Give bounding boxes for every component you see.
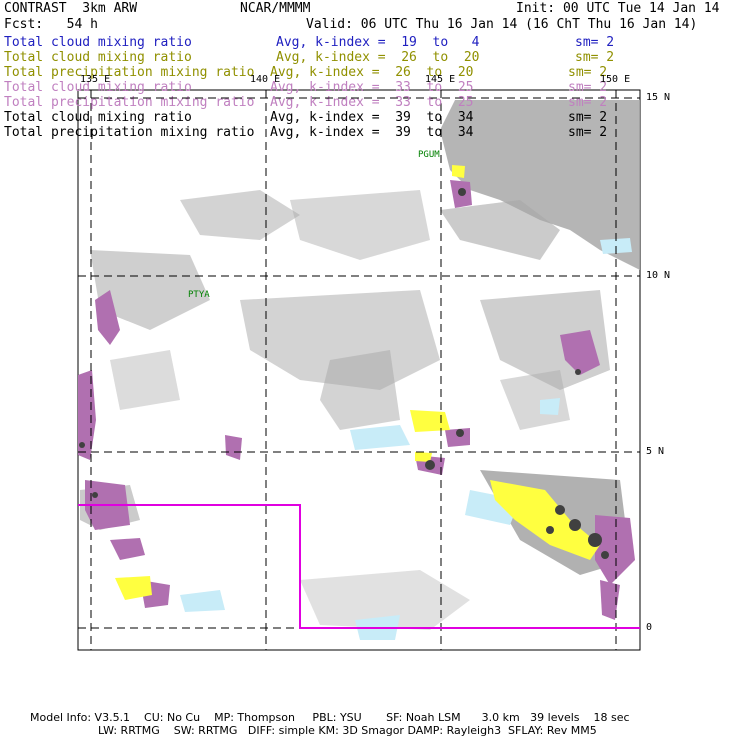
legend-sm-1: sm= 2	[575, 35, 615, 50]
station-pgum: PGUM	[418, 150, 440, 160]
legend-field-5: Total precipitation mixing ratio	[4, 95, 255, 110]
station-ptya: PTYA	[188, 290, 210, 300]
model-title: CONTRAST 3km ARW	[4, 1, 138, 16]
cloud-cyan-field	[180, 238, 632, 640]
legend-avg-3: Avg, k-index = 26 to 20	[270, 65, 474, 80]
lon-label-150: 150 E	[600, 74, 631, 85]
legend-sm-2: sm= 2	[575, 50, 615, 65]
legend-sm-3: sm= 2	[568, 65, 608, 80]
model-info-line-2: LW: RRTMG SW: RRTMG DIFF: simple KM: 3D …	[98, 724, 597, 737]
legend-field-7: Total precipitation mixing ratio	[4, 125, 255, 140]
precip-dark-cores	[79, 188, 609, 559]
legend-sm-4: sm= 2	[568, 80, 608, 95]
legend-avg-7: Avg, k-index = 39 to 34	[270, 125, 474, 140]
legend-field-3: Total precipitation mixing ratio	[4, 65, 255, 80]
lon-label-140: 140 E	[250, 74, 281, 85]
lat-label-0: 0	[646, 622, 653, 633]
model-info-line-1: Model Info: V3.5.1 CU: No Cu MP: Thompso…	[30, 711, 630, 724]
legend-sm-7: sm= 2	[568, 125, 608, 140]
org-label: NCAR/MMMM	[240, 1, 311, 16]
legend-avg-5: Avg, k-index = 33 to 25	[270, 95, 474, 110]
lat-lon-grid	[78, 90, 640, 650]
lat-label-10n: 10 N	[646, 270, 671, 281]
precip-yellow-field	[115, 165, 600, 600]
legend-field-6: Total cloud mixing ratio	[4, 110, 192, 125]
legend-field-1: Total cloud mixing ratio	[4, 35, 192, 50]
legend-avg-4: Avg, k-index = 33 to 25	[270, 80, 474, 95]
valid-time: Valid: 06 UTC Thu 16 Jan 14 (16 ChT Thu …	[306, 17, 698, 32]
domain-boundary	[78, 504, 640, 629]
lat-label-5n: 5 N	[646, 446, 665, 457]
legend-avg-6: Avg, k-index = 39 to 34	[270, 110, 474, 125]
legend-avg-2: Avg, k-index = 26 to 20	[276, 50, 480, 65]
lon-label-145: 145 E	[425, 74, 456, 85]
lon-label-135: 135 E	[80, 74, 111, 85]
init-time: Init: 00 UTC Tue 14 Jan 14	[516, 1, 720, 16]
legend-sm-5: sm= 2	[568, 95, 608, 110]
legend-field-4: Total cloud mixing ratio	[4, 80, 192, 95]
legend-field-2: Total cloud mixing ratio	[4, 50, 192, 65]
legend-avg-1: Avg, k-index = 19 to 4	[276, 35, 480, 50]
lat-label-15n: 15 N	[646, 92, 671, 103]
forecast-hour: Fcst: 54 h	[4, 17, 98, 32]
legend-sm-6: sm= 2	[568, 110, 608, 125]
